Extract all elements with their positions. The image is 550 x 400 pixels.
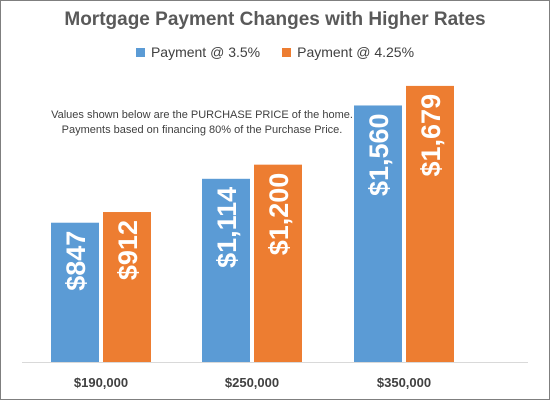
bar-series-1-cat-2 [202,178,250,362]
legend-label-series-1: Payment @ 3.5% [150,44,261,60]
legend-entry-series-1: Payment @ 3.5% [135,44,261,60]
data-label-series-2-cat-2: $1,200 [264,173,294,256]
legend: Payment @ 3.5% Payment @ 4.25% [0,44,550,60]
x-tick-label-2: $250,000 [225,375,279,390]
data-label-series-1-cat-3: $1,560 [364,113,394,196]
annotation-line-1: Values shown below are the PURCHASE PRIC… [51,109,353,121]
bar-series-1-cat-1 [51,222,99,362]
data-label-series-1-cat-2: $1,114 [212,187,242,268]
legend-swatch-series-2 [282,47,292,57]
data-label-series-1-cat-1: $847 [61,231,91,291]
bar-series-1-cat-3 [354,105,402,362]
legend-entry-series-2: Payment @ 4.25% [282,44,414,60]
bar-series-2-cat-1 [103,212,151,362]
annotation-line-2: Payments based on financing 80% of the P… [61,124,343,136]
x-tick-label-1: $190,000 [74,375,128,390]
data-label-series-2-cat-1: $912 [113,220,143,280]
bar-series-2-cat-3 [406,85,454,363]
data-label-series-2-cat-3: $1,679 [416,94,446,177]
legend-swatch-series-1 [135,47,145,57]
chart-annotation: Values shown below are the PURCHASE PRIC… [22,108,382,138]
chart-title: Mortgage Payment Changes with Higher Rat… [64,9,486,30]
legend-label-series-2: Payment @ 4.25% [297,44,415,60]
bar-series-2-cat-2 [254,164,302,362]
x-tick-label-3: $350,000 [377,375,431,390]
